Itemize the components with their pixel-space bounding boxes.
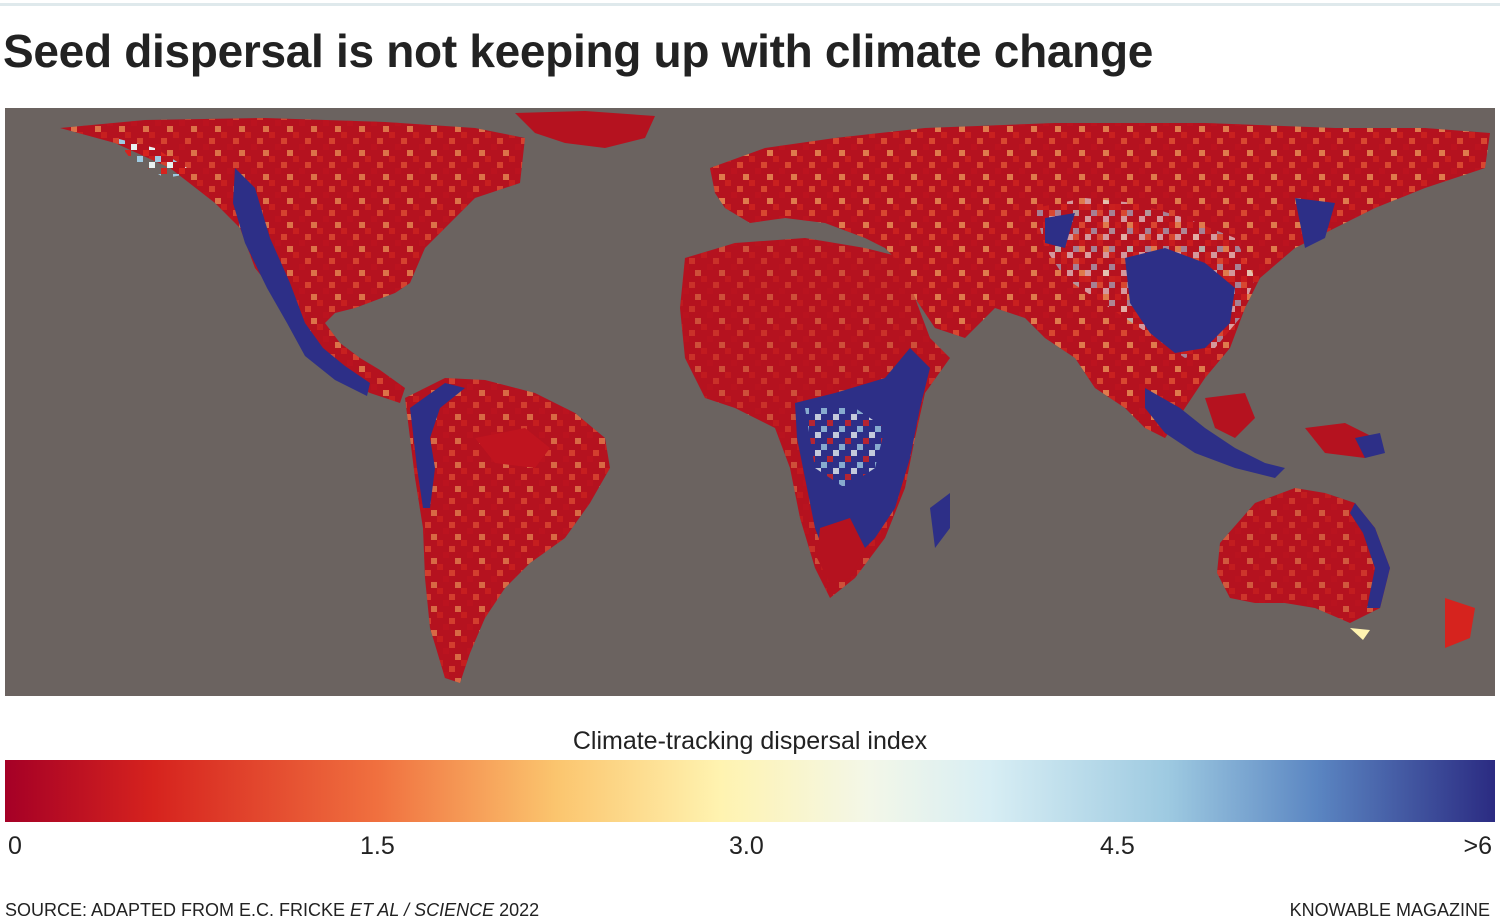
region-south-america (405, 378, 610, 683)
source-prefix: SOURCE: ADAPTED FROM E.C. FRICKE (5, 900, 351, 920)
world-map (5, 108, 1495, 696)
source-credit: SOURCE: ADAPTED FROM E.C. FRICKE ET AL /… (5, 900, 539, 921)
source-suffix: 2022 (494, 900, 540, 920)
region-north-america (60, 111, 655, 403)
scale-tick-4: >6 (1463, 832, 1492, 860)
scale-tick-2: 3.0 (729, 832, 764, 860)
region-australia (1217, 488, 1475, 648)
region-africa (680, 238, 950, 598)
source-italic: ET AL / SCIENCE (350, 900, 495, 920)
publisher-credit: KNOWABLE MAGAZINE (1289, 900, 1490, 920)
color-scale-bar (5, 760, 1495, 822)
color-scale-svg (5, 760, 1495, 822)
scale-tick-1: 1.5 (360, 832, 395, 860)
region-eurasia (710, 123, 1490, 478)
scale-tick-3: 4.5 (1100, 832, 1135, 860)
scale-tick-0: 0 (8, 832, 22, 860)
chart-title: Seed dispersal is not keeping up with cl… (3, 25, 1154, 77)
legend-title: Climate-tracking dispersal index (572, 727, 928, 755)
world-map-svg (60, 111, 1490, 683)
top-rule (0, 3, 1500, 6)
